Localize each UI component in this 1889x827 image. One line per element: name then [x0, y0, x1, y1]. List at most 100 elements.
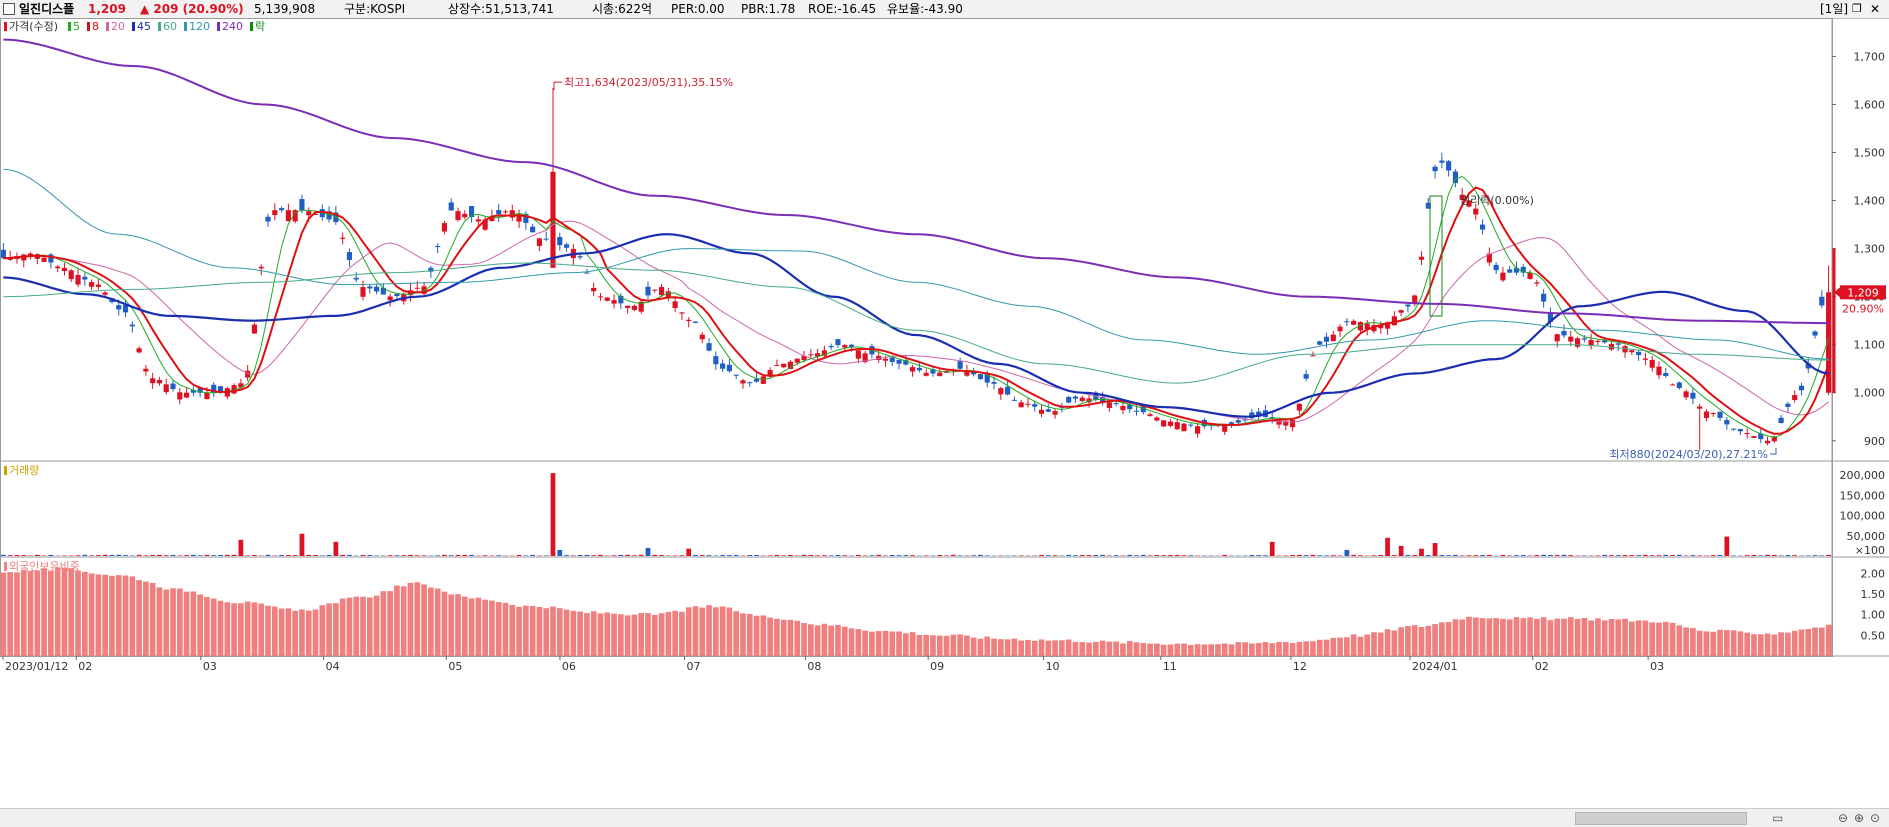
foreign-bar: [1181, 644, 1187, 656]
foreign-bar: [1459, 619, 1465, 656]
foreign-bar: [347, 598, 353, 656]
foreign-bar: [632, 615, 638, 656]
volume-bar: [1806, 555, 1811, 556]
candle-body: [1480, 225, 1485, 230]
volume-tick-label: 50,000: [1847, 530, 1886, 543]
volume-bar: [347, 555, 352, 556]
select-checkbox[interactable]: [3, 3, 15, 15]
foreign-bar: [815, 625, 821, 656]
volume-bar: [211, 555, 216, 556]
candle-body: [265, 217, 270, 222]
candle-body: [611, 300, 616, 303]
foreign-bar: [231, 603, 237, 656]
volume-bar: [225, 555, 230, 556]
volume-bar: [958, 555, 963, 556]
x-tick-label: 03: [203, 660, 217, 673]
volume-bar: [191, 555, 196, 556]
volume-bar: [49, 555, 54, 556]
candle-body: [1473, 209, 1478, 215]
candle-body: [184, 393, 189, 398]
foreign-bar: [1249, 644, 1255, 656]
candle-body: [679, 312, 684, 313]
candle-body: [1073, 397, 1078, 399]
volume-bar: [361, 555, 366, 556]
foreign-bar: [1771, 634, 1777, 656]
candle-body: [632, 306, 637, 310]
volume-bar: [829, 555, 834, 556]
foreign-bar: [421, 584, 427, 656]
volume-bar: [232, 555, 237, 556]
volume-bar: [1467, 555, 1472, 556]
volume-tick-label: 150,000: [1840, 489, 1886, 502]
candle-body: [1419, 257, 1424, 260]
candle-body: [367, 286, 372, 288]
candle-body: [1439, 161, 1444, 163]
candle-body: [170, 384, 175, 389]
candle-body: [75, 275, 80, 285]
period-button[interactable]: [1일]: [1820, 0, 1848, 18]
foreign-bar: [1147, 644, 1153, 656]
candle-body: [1589, 340, 1594, 345]
volume-bar: [1263, 555, 1268, 556]
foreign-bar: [496, 602, 502, 656]
volume-bar: [205, 555, 210, 556]
foreign-bar: [598, 613, 604, 656]
foreign-bar: [889, 631, 895, 656]
candle-body: [1731, 429, 1736, 430]
foreign-bar: [292, 611, 298, 656]
chart-scrollbar[interactable]: ▭ ⊖ ⊕ ⊙: [0, 808, 1889, 827]
scrollbar-thumb[interactable]: [1575, 812, 1747, 825]
candle-body: [1792, 395, 1797, 400]
volume-spike-bar: [686, 549, 691, 556]
foreign-bar: [1208, 644, 1214, 656]
zoom-out-icon[interactable]: ⊖: [1838, 811, 1848, 825]
foreign-bar: [157, 587, 163, 656]
foreign-bar: [618, 614, 624, 656]
foreign-bar: [523, 606, 529, 656]
foreign-bar: [1575, 619, 1581, 656]
volume-bar: [598, 555, 603, 556]
volume-bar: [856, 555, 861, 556]
reserve-ratio: 유보율:-43.90: [887, 0, 963, 18]
candle-body: [1432, 167, 1437, 171]
candle-body: [1819, 297, 1824, 306]
candle-body: [537, 238, 542, 246]
foreign-bar: [1493, 618, 1499, 656]
volume-bar: [1290, 555, 1295, 556]
foreign-bar: [1717, 630, 1723, 656]
candle-body: [890, 358, 895, 362]
x-tick-label: 03: [1650, 660, 1664, 673]
foreign-bar: [1134, 642, 1140, 656]
candle-body: [1032, 404, 1037, 407]
foreign-tick-label: 1.50: [1861, 588, 1886, 601]
volume-bar: [1609, 555, 1614, 556]
candle-body: [1527, 273, 1532, 279]
zoom-reset-icon[interactable]: ⊙: [1870, 811, 1880, 825]
volume-bar: [1141, 555, 1146, 556]
zoom-in-icon[interactable]: ⊕: [1854, 811, 1864, 825]
volume-bar: [1473, 555, 1478, 556]
x-tick-label: 09: [930, 660, 944, 673]
legend-foreign-swatch: [4, 562, 7, 571]
volume-bar: [775, 555, 780, 556]
scroll-thumb-slider[interactable]: ▭: [1772, 811, 1783, 825]
close-icon[interactable]: ✕: [1870, 0, 1880, 18]
volume-bar: [618, 555, 623, 556]
volume-bar: [1304, 555, 1309, 556]
volume-bar: [164, 555, 169, 556]
volume-bar: [1453, 555, 1458, 556]
candle-body: [1012, 400, 1017, 401]
volume-bar: [1813, 555, 1818, 556]
ma60-line: [3, 263, 1828, 383]
candle-body: [842, 345, 847, 347]
y-tick-label: 1,500: [1854, 147, 1886, 160]
candle-body: [455, 211, 460, 220]
foreign-bar: [258, 604, 264, 656]
foreign-bar: [62, 568, 68, 656]
foreign-bar: [930, 635, 936, 656]
foreign-bar: [801, 623, 807, 656]
candle-body: [1670, 384, 1675, 385]
restore-icon[interactable]: ❐: [1852, 0, 1862, 18]
foreign-bar: [767, 618, 773, 656]
foreign-bar: [394, 586, 400, 656]
